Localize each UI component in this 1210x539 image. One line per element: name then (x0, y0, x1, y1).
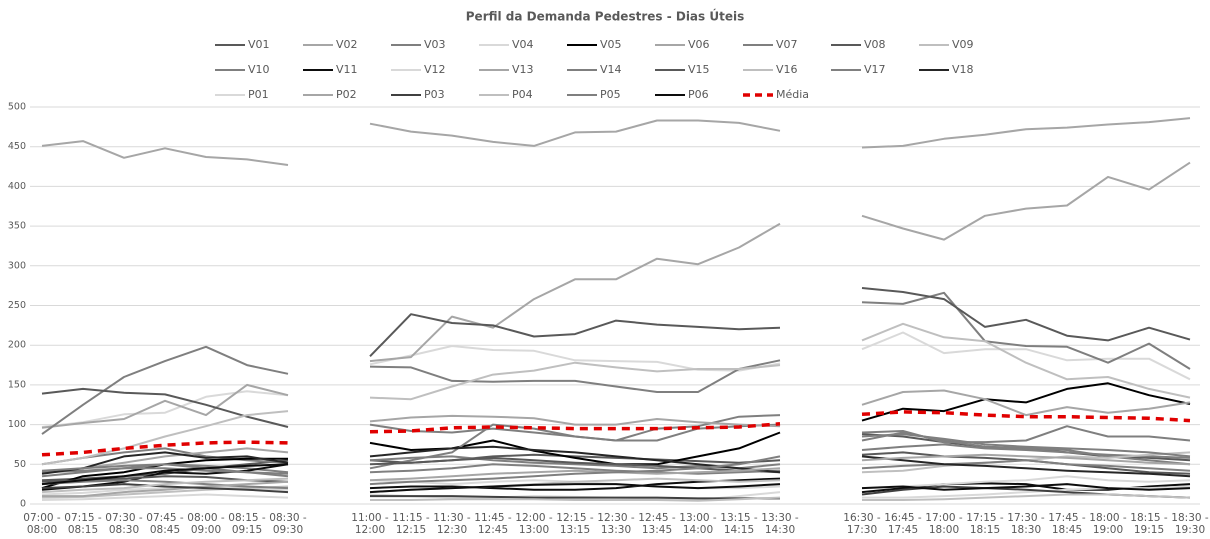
x-tick-label: 13:15 - 14:15 (720, 512, 758, 536)
series-line (41, 161, 1191, 429)
legend-label: V06 (688, 38, 710, 51)
x-tick-label: 11:00 - 12:00 (351, 512, 389, 536)
legend-label: V08 (864, 38, 886, 51)
y-tick-label: 50 (14, 459, 26, 470)
legend-label: V01 (248, 38, 270, 51)
legend-label: V15 (688, 63, 710, 76)
series-line (41, 291, 1191, 435)
legend-label: V12 (424, 63, 446, 76)
y-tick-label: 100 (8, 419, 26, 430)
x-tick-label: 08:15 - 09:15 (228, 512, 266, 536)
series-line (41, 322, 1191, 466)
legend-label: P06 (688, 88, 709, 101)
y-tick-label: 250 (8, 300, 26, 311)
x-tick-label: 18:30 - 19:30 (1171, 512, 1209, 536)
x-tick-label: 18:15 - 19:15 (1130, 512, 1168, 536)
x-tick-label: 12:00 - 13:00 (515, 512, 553, 536)
legend-label: V11 (336, 63, 358, 76)
x-tick-label: 13:30 - 14:30 (761, 512, 799, 536)
legend-label: V07 (776, 38, 798, 51)
x-tick-label: 11:45 - 12:45 (474, 512, 512, 536)
x-tick-label: 12:15 - 13:15 (556, 512, 594, 536)
x-tick-label: 11:30 - 12:30 (433, 512, 471, 536)
x-tick-label: 17:00 - 18:00 (925, 512, 963, 536)
x-tick-label: 17:30 - 18:30 (1007, 512, 1045, 536)
x-tick-label: 07:30 - 08:30 (105, 512, 143, 536)
legend-label: V02 (336, 38, 358, 51)
series-line (41, 117, 1191, 166)
x-tick-label: 07:45 - 08:45 (146, 512, 184, 536)
x-tick-label: 16:45 - 17:45 (884, 512, 922, 536)
legend-label: V13 (512, 63, 534, 76)
x-tick-label: 16:30 - 17:30 (843, 512, 881, 536)
y-tick-label: 500 (8, 102, 26, 113)
series-line (41, 459, 1191, 490)
x-tick-label: 07:00 - 08:00 (23, 512, 61, 536)
series-line (42, 453, 1191, 498)
legend-label: V17 (864, 63, 886, 76)
legend-label: V03 (424, 38, 446, 51)
x-tick-label: 08:00 - 09:00 (187, 512, 225, 536)
legend-label: V05 (600, 38, 622, 51)
x-tick-label: 13:00 - 14:00 (679, 512, 717, 536)
x-tick-label: 08:30 - 09:30 (269, 512, 307, 536)
x-tick-label: 12:30 - 13:30 (597, 512, 635, 536)
legend-label: P04 (512, 88, 533, 101)
legend-label: V09 (952, 38, 974, 51)
y-tick-label: 350 (8, 221, 26, 232)
chart-title: Perfil da Demanda Pedestres - Dias Úteis (466, 9, 744, 24)
series-line (41, 410, 1191, 457)
legend-label: V18 (952, 63, 974, 76)
y-tick-label: 200 (8, 340, 26, 351)
legend-label: P03 (424, 88, 445, 101)
y-tick-label: 0 (20, 499, 26, 510)
legend-label: P01 (248, 88, 269, 101)
y-tick-label: 400 (8, 181, 26, 192)
legend-label: V14 (600, 63, 622, 76)
series-line (41, 463, 1191, 494)
legend-label: V04 (512, 38, 534, 51)
x-tick-label: 17:45 - 18:45 (1048, 512, 1086, 536)
x-tick-label: 12:45 - 13:45 (638, 512, 676, 536)
x-tick-label: 11:15 - 12:15 (392, 512, 430, 536)
series-line (41, 477, 1191, 502)
legend-label: P02 (336, 88, 357, 101)
legend-label: V10 (248, 63, 270, 76)
legend-label: V16 (776, 63, 798, 76)
legend-label: Média (776, 88, 809, 101)
series-line (41, 433, 1191, 486)
y-tick-label: 150 (8, 379, 26, 390)
y-tick-label: 450 (8, 141, 26, 152)
y-tick-label: 300 (8, 260, 26, 271)
x-tick-label: 07:15 - 08:15 (64, 512, 102, 536)
series-line (41, 287, 1191, 428)
x-tick-label: 17:15 - 18:15 (966, 512, 1004, 536)
legend-label: P05 (600, 88, 621, 101)
x-tick-label: 18:00 - 19:00 (1089, 512, 1127, 536)
